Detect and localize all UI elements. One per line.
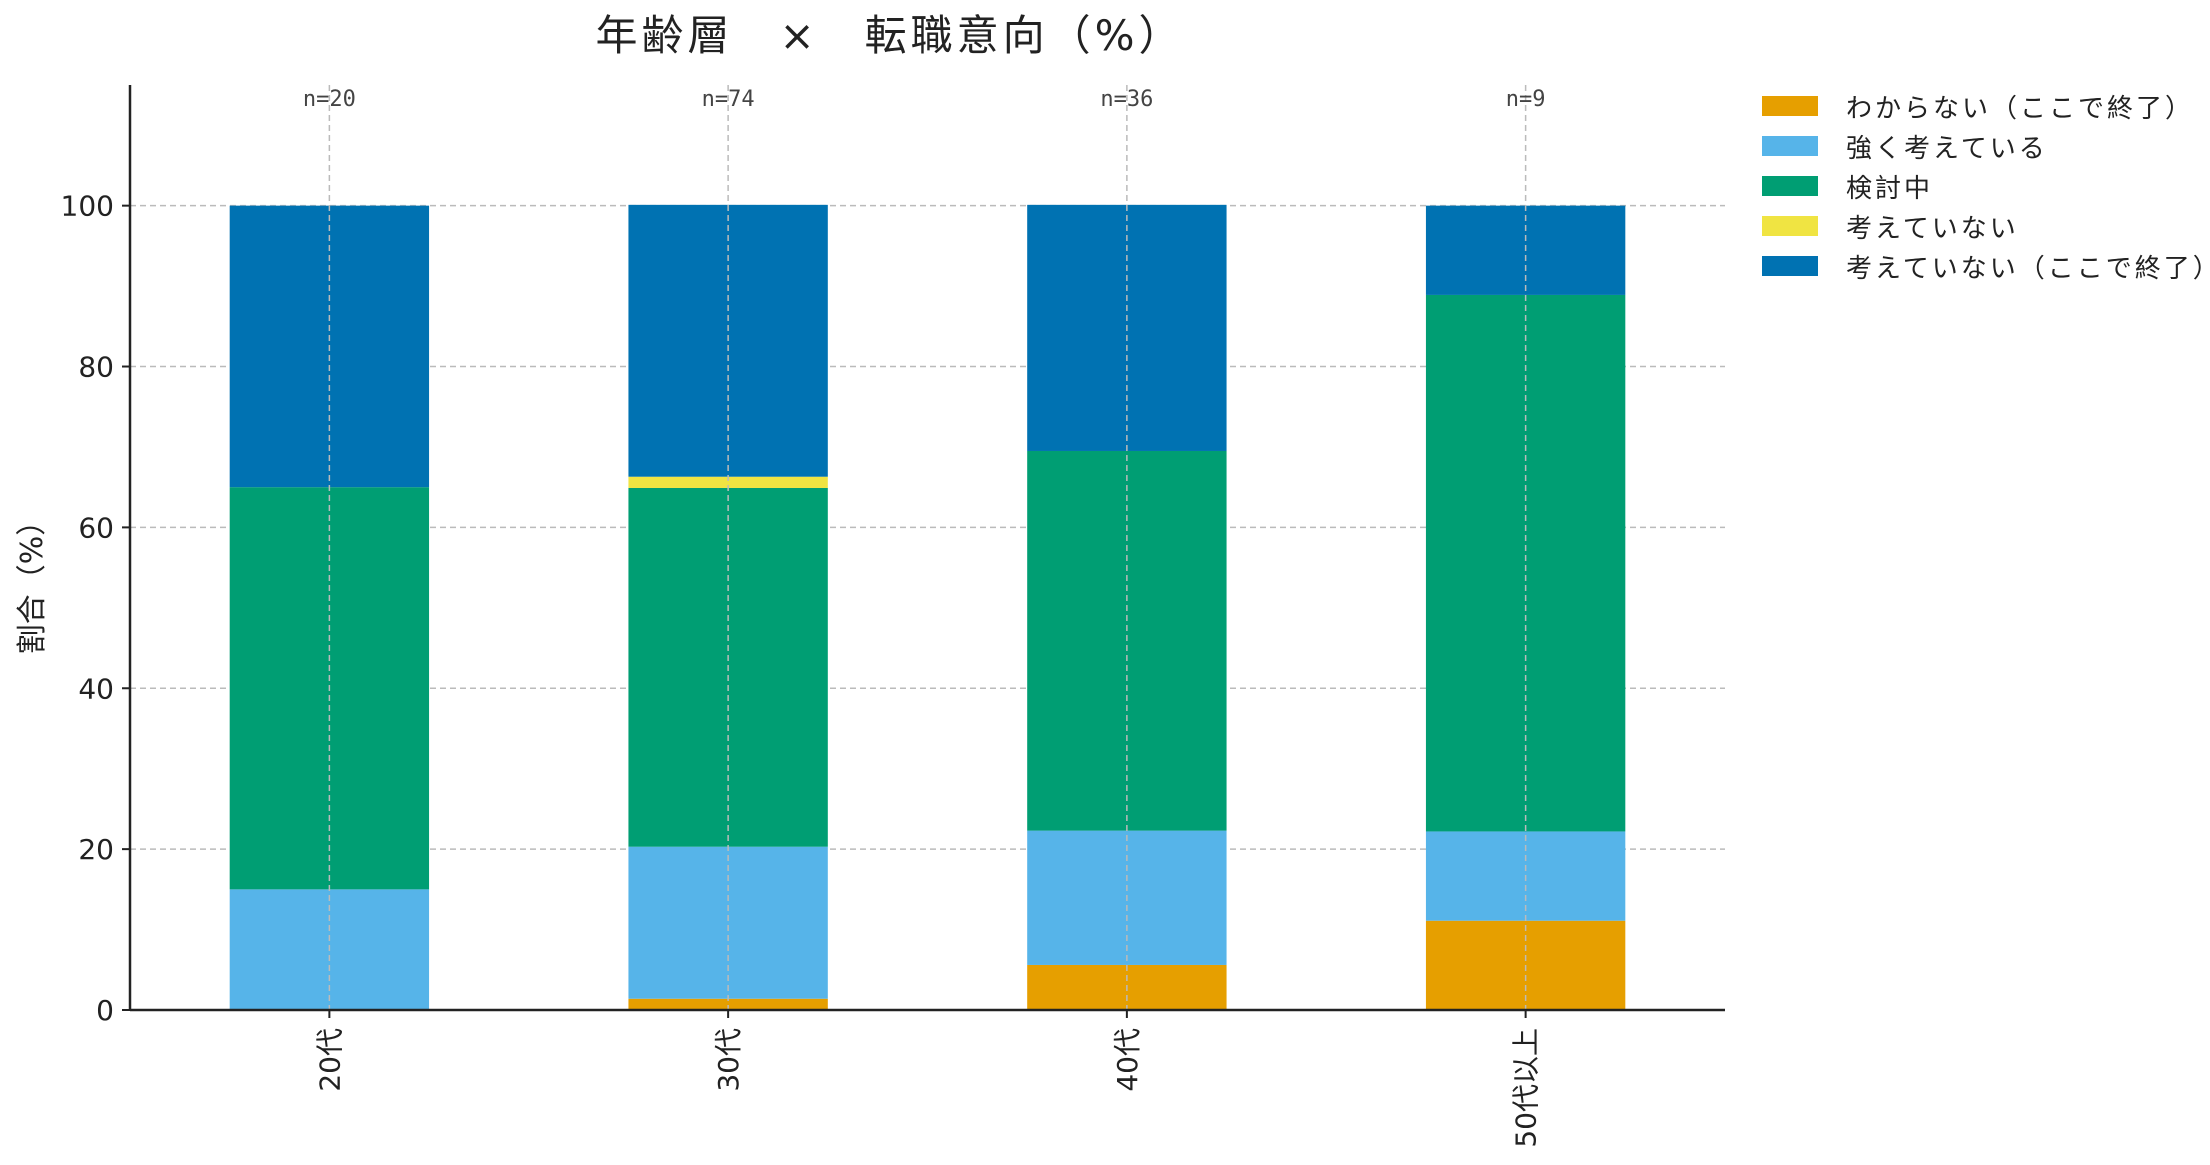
legend-swatch	[1762, 256, 1818, 276]
legend-entry: 考えていない（ここで終了）	[1846, 254, 2210, 284]
legend-entry: わからない（ここで終了）	[1846, 94, 2194, 124]
bar-segment	[628, 476, 828, 488]
legend-entry: 考えていない	[1846, 214, 2019, 244]
y-tick-label: 60	[78, 511, 114, 544]
legend-swatch	[1762, 136, 1818, 156]
bar-segment	[628, 998, 828, 1010]
sample-size-label: n=9	[1506, 87, 1546, 112]
y-tick-label: 40	[78, 672, 114, 705]
y-axis-label: 割合（%）	[15, 506, 50, 655]
bar-segment	[628, 846, 828, 999]
bars-layer	[229, 204, 1626, 1010]
legend-entry: 強く考えている	[1846, 134, 2048, 164]
x-tick-label: 30代	[712, 1028, 745, 1092]
sample-size-label: n=36	[1100, 87, 1153, 112]
labels-layer: 0 20 40 60 80 100 20代 n=20 30代 n=74 40代 n=36 50代以上 n=…	[61, 87, 1546, 1148]
legend: わからない（ここで終了） 強く考えている検討中考えていない考えていない（ここで終了…	[1762, 94, 2210, 284]
legend-swatch	[1762, 96, 1818, 116]
axes-layer	[122, 85, 1725, 1018]
chart-title: 年齢層 × 転職意向（%）	[595, 11, 1184, 60]
legend-swatch	[1762, 216, 1818, 236]
sample-size-label: n=20	[303, 87, 356, 112]
x-tick-label: 40代	[1111, 1028, 1144, 1092]
x-tick-label: 50代以上	[1510, 1028, 1543, 1148]
bar-segment	[1425, 294, 1626, 832]
x-tick-label: 20代	[313, 1028, 346, 1092]
vertical-grid-layer	[328, 85, 1527, 1010]
y-tick-label: 20	[78, 833, 114, 866]
y-tick-label: 0	[96, 994, 114, 1027]
legend-entry: 検討中	[1846, 174, 1933, 204]
legend-swatch	[1762, 176, 1818, 196]
sample-size-label: n=74	[702, 87, 755, 112]
y-tick-label: 100	[61, 190, 114, 223]
y-tick-label: 80	[78, 351, 114, 384]
